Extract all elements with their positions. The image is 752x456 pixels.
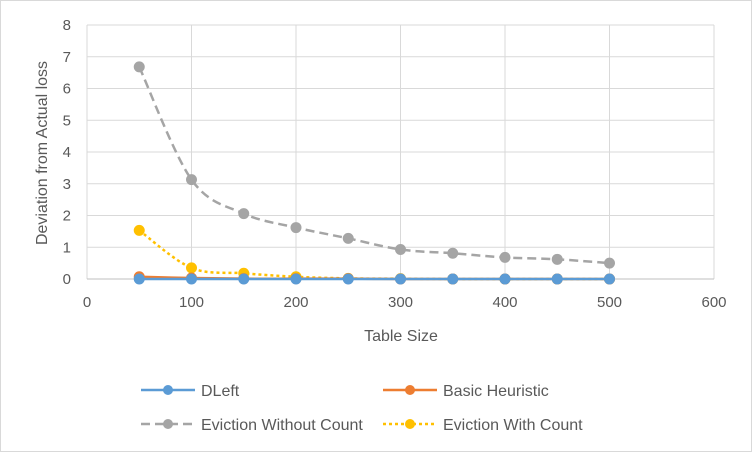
y-tick-label: 5	[63, 112, 71, 129]
x-tick-label: 300	[388, 294, 413, 311]
x-tick-label: 600	[701, 294, 726, 311]
legend-swatch-marker	[405, 419, 415, 429]
legend-item: Basic Heuristic	[383, 383, 549, 400]
y-axis-title: Deviation from Actual loss	[34, 61, 51, 245]
legend-swatch-marker	[163, 385, 173, 395]
x-tick-label: 200	[283, 294, 308, 311]
y-tick-label: 1	[63, 239, 71, 256]
series-point-0	[290, 273, 302, 285]
gridlines	[86, 24, 715, 280]
series-point-0	[447, 273, 459, 285]
series-group	[133, 61, 615, 285]
series-point-0	[186, 273, 197, 285]
series-point-2	[290, 222, 302, 234]
legend-swatch-marker	[405, 385, 415, 395]
series-point-0	[238, 273, 250, 285]
legend-item: Eviction With Count	[383, 417, 583, 434]
legend-label: Eviction With Count	[443, 417, 583, 434]
series-point-3	[133, 224, 145, 236]
series-point-0	[604, 273, 615, 285]
tick-labels: 0 1 2 3 4 5 6 7 8 0 100 200 300 400 500 600	[63, 17, 727, 311]
legend-item: DLeft	[141, 383, 240, 400]
x-tick-label: 400	[492, 294, 517, 311]
series-point-0	[395, 273, 406, 285]
series-point-2	[447, 247, 459, 259]
series-point-0	[133, 273, 145, 285]
series-line-3	[138, 229, 610, 281]
series-point-3	[186, 262, 197, 274]
y-tick-label: 0	[63, 271, 71, 288]
series-point-2	[499, 251, 511, 263]
y-tick-label: 4	[63, 144, 71, 161]
x-tick-label: 500	[597, 294, 622, 311]
y-tick-label: 8	[63, 17, 71, 34]
legend: DLeft Basic Heuristic Eviction Without Cou…	[141, 383, 583, 434]
series-point-2	[186, 174, 197, 186]
x-tick-label: 100	[179, 294, 204, 311]
y-tick-label: 7	[63, 49, 71, 66]
series-point-2	[342, 232, 354, 244]
legend-label: DLeft	[201, 383, 240, 400]
series-point-2	[551, 253, 563, 265]
series-point-2	[133, 61, 145, 73]
series-point-0	[342, 273, 354, 285]
legend-item: Eviction Without Count	[141, 417, 363, 434]
x-tick-label: 0	[83, 294, 91, 311]
series-line-2	[138, 66, 610, 265]
legend-label: Basic Heuristic	[443, 383, 549, 400]
series-point-2	[604, 257, 615, 269]
series-point-2	[395, 243, 406, 255]
y-tick-label: 2	[63, 208, 71, 225]
series-point-2	[238, 208, 250, 220]
series-point-0	[499, 273, 511, 285]
x-axis-title: Table Size	[364, 328, 438, 345]
y-tick-label: 6	[63, 81, 71, 98]
series-point-0	[551, 273, 563, 285]
y-tick-label: 3	[63, 176, 71, 193]
legend-label: Eviction Without Count	[201, 417, 363, 434]
legend-swatch-marker	[163, 419, 173, 429]
